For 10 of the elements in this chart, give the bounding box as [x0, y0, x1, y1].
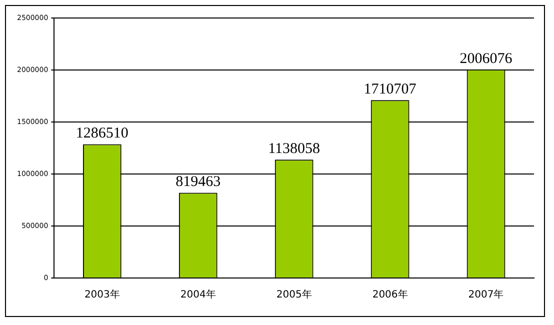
data-label: 1286510 — [76, 126, 128, 142]
data-label: 2006076 — [460, 50, 513, 67]
x-tick-label: 2006年 — [372, 288, 408, 301]
data-label: 819463 — [176, 174, 221, 190]
data-label: 1138058 — [268, 141, 320, 158]
data-label: 1710707 — [364, 82, 417, 98]
x-tick-label: 2004年 — [180, 288, 216, 301]
x-tick-label: 2005年 — [276, 288, 312, 301]
x-tick-label: 2007年 — [468, 288, 504, 301]
x-tick-label: 2003年 — [84, 288, 120, 301]
